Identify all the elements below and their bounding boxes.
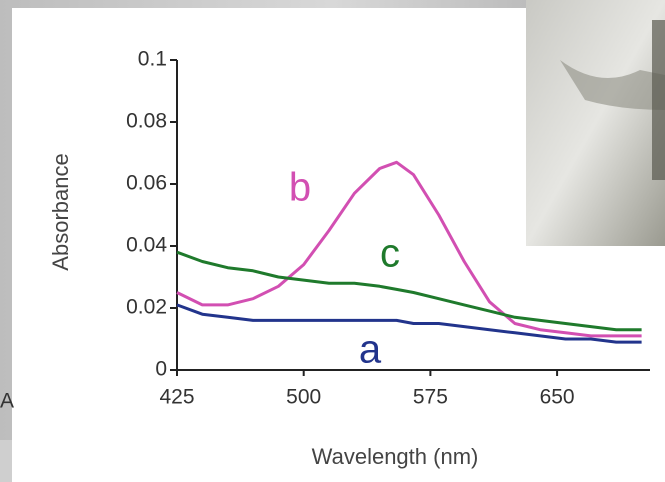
curve-label: a [359, 328, 382, 372]
x-tick-label: 650 [540, 386, 575, 409]
curve-label: c [380, 232, 400, 276]
y-tick-label: 0.06 [126, 172, 167, 195]
curve-label: b [289, 166, 311, 210]
x-tick-label: 425 [159, 386, 194, 409]
x-tick-label: 575 [413, 386, 448, 409]
x-tick-label: 500 [286, 386, 321, 409]
y-tick-label: 0.08 [126, 110, 167, 133]
y-tick-label: 0.04 [126, 234, 167, 257]
x-axis-title: Wavelength (nm) [312, 444, 479, 469]
y-axis-title: Absorbance [48, 153, 73, 270]
series-line [176, 160, 642, 338]
photo [526, 0, 665, 246]
photo-inset [526, 0, 665, 246]
photo-object [560, 60, 665, 110]
y-tick-label: 0.02 [126, 296, 167, 319]
y-tick-label: 0.1 [138, 48, 167, 71]
y-tick-label: 0 [155, 358, 167, 381]
edge-strip [0, 440, 12, 482]
side-label: A [0, 390, 14, 413]
series-line [176, 250, 642, 332]
series-line [176, 303, 642, 344]
photo-object [652, 20, 665, 180]
